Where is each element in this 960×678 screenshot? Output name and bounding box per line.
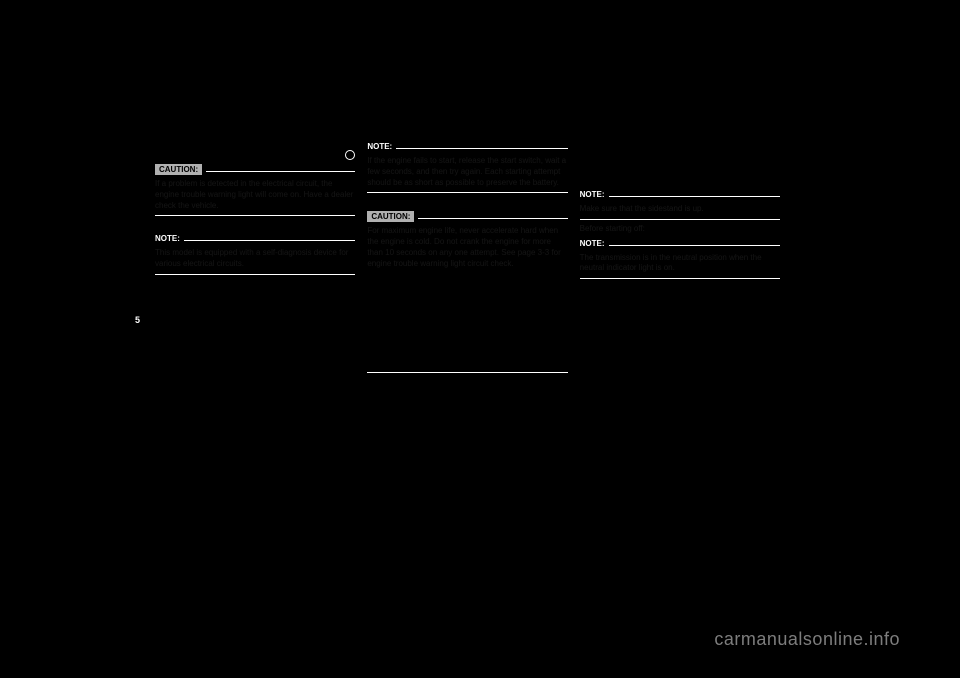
note-label: NOTE: xyxy=(580,190,605,199)
caution-label: CAUTION: xyxy=(367,211,414,222)
divider xyxy=(580,278,780,279)
caution-body: If a problem is detected in the electric… xyxy=(155,175,355,215)
note-label: NOTE: xyxy=(367,142,392,151)
note-body: Make sure that the sidestand is up. xyxy=(580,200,780,219)
column-1: CAUTION: If a problem is detected in the… xyxy=(155,120,355,540)
note-label: NOTE: xyxy=(155,234,180,243)
caution-label: CAUTION: xyxy=(155,164,202,175)
note-body: If the engine fails to start, release th… xyxy=(367,152,567,192)
manual-page: 5 CAUTION: If a problem is detected in t… xyxy=(155,120,780,540)
note-body: The transmission is in the neutral posit… xyxy=(580,249,780,279)
note-body: This model is equipped with a self-diagn… xyxy=(155,244,355,274)
note-label: NOTE: xyxy=(580,239,605,248)
caution-body: For maximum engine life, never accelerat… xyxy=(367,222,567,372)
watermark: carmanualsonline.info xyxy=(714,629,900,650)
column-2: NOTE: If the engine fails to start, rele… xyxy=(367,120,567,540)
engine-warning-icon xyxy=(345,150,355,160)
section-number: 5 xyxy=(135,315,140,325)
intro-text: Before starting off: xyxy=(580,220,780,239)
divider xyxy=(155,274,355,275)
column-3: NOTE: Make sure that the sidestand is up… xyxy=(580,120,780,540)
divider xyxy=(367,372,567,373)
